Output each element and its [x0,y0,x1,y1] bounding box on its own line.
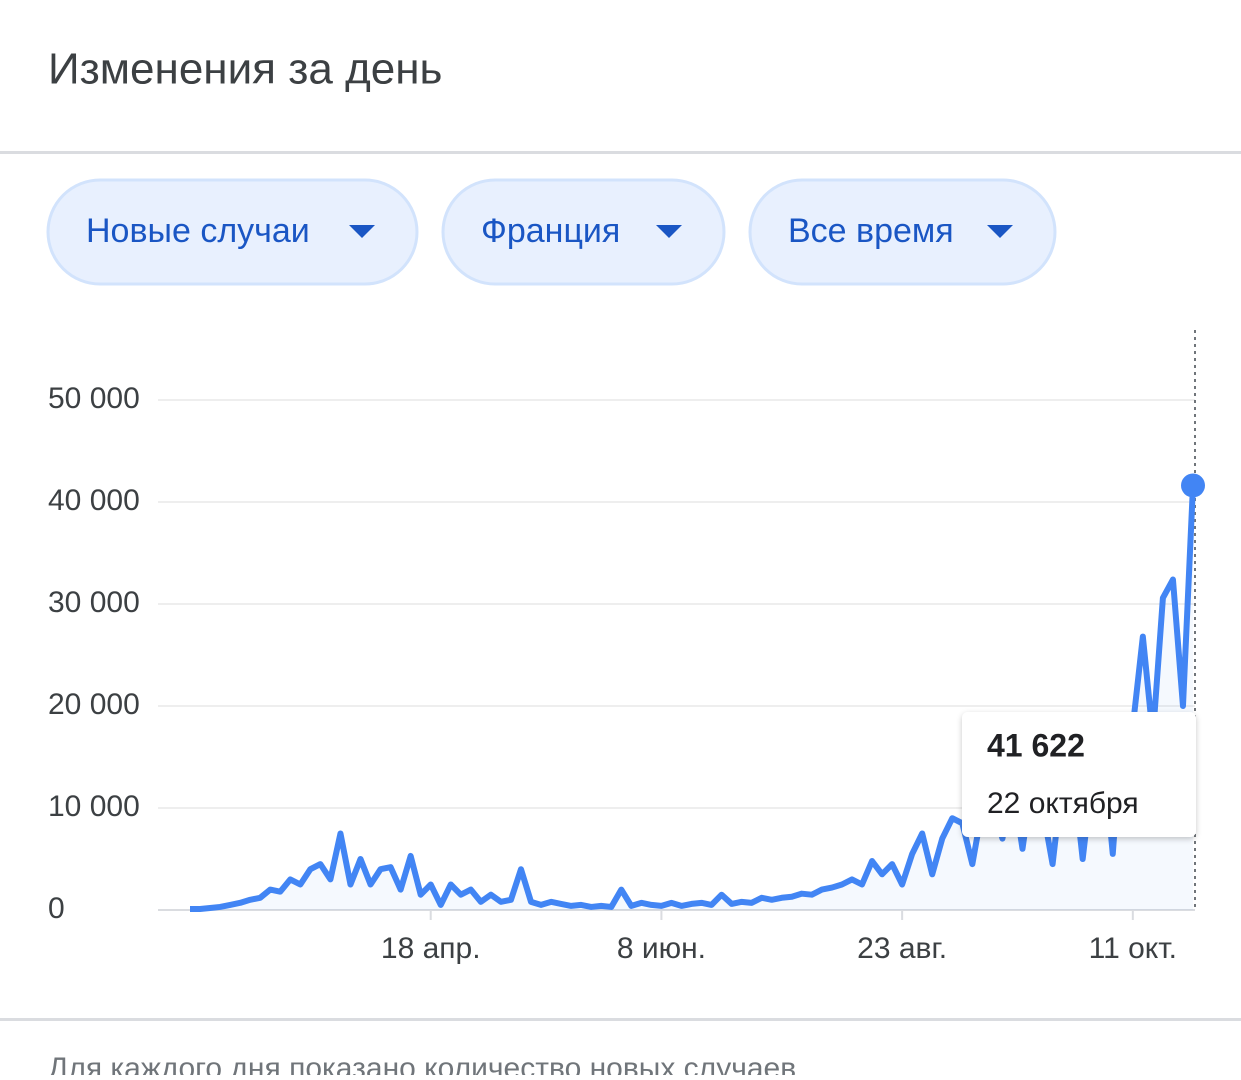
chip-label: Все время [788,212,954,250]
chip-background [748,178,1057,286]
dropdown-arrow [987,225,1013,238]
chip-label: Новые случаи [86,212,310,250]
dropdown-arrow [656,225,682,238]
chip-background [46,178,419,286]
divider [0,1018,1241,1021]
tooltip-date: 22 октября [987,787,1139,820]
area [190,485,1193,910]
y-tick-label: 50 000 [48,382,140,415]
tooltip-value: 41 622 [987,727,1085,763]
footer-text: Для каждого дня показано количество новы… [48,1052,796,1075]
chip-label: Франция [481,212,620,250]
chip-background [441,178,726,286]
tooltip [962,712,1196,837]
page-title: Изменения за день [48,45,442,94]
divider [0,151,1241,154]
y-tick-label: 20 000 [48,688,140,721]
highlight-dot [1181,473,1205,498]
filter-chip[interactable]: Все время [748,178,1057,286]
dropdown-arrow [349,225,375,238]
filter-chip[interactable]: Франция [441,178,726,286]
x-tick-label: 23 авг. [857,932,947,965]
x-tick-label: 18 апр. [381,932,481,965]
x-tick-label: 11 окт. [1089,932,1177,965]
y-tick-label: 10 000 [48,790,140,823]
y-tick-label: 40 000 [48,484,140,517]
filter-chip[interactable]: Новые случаи [46,178,419,286]
y-tick-label: 30 000 [48,586,140,619]
x-tick-label: 8 июн. [617,932,706,965]
y-tick-label: 0 [48,892,65,925]
